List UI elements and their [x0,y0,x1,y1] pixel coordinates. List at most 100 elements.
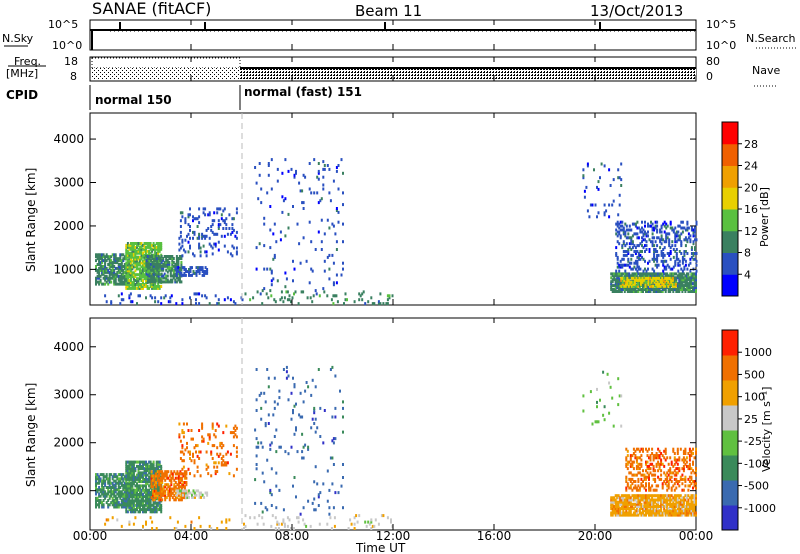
data-cell [140,265,143,269]
data-cell [155,474,158,478]
data-cell [328,512,331,516]
data-cell [143,269,146,273]
data-cell [662,278,665,282]
data-cell [344,298,347,302]
data-cell [689,238,692,242]
data-cell [192,215,194,219]
data-cell [663,220,666,224]
data-cell [686,252,689,255]
data-cell [670,513,673,517]
data-cell [183,476,186,480]
data-cell [178,242,181,246]
data-cell [155,242,158,245]
data-cell [226,450,229,454]
data-cell [260,501,263,505]
data-cell [637,505,640,508]
noise-right-tick-top: 10^5 [706,18,736,31]
data-cell [167,300,170,304]
data-cell [667,469,670,473]
data-cell [132,469,135,473]
data-cell [672,505,675,508]
data-cell [654,505,657,508]
data-cell [142,281,144,285]
data-cell [654,480,657,483]
data-cell [154,258,157,262]
data-cell [690,507,693,511]
data-cell [146,499,149,503]
data-cell [652,467,655,471]
data-cell [640,274,643,278]
data-cell [195,493,198,497]
data-cell [145,486,147,490]
data-cell [198,302,201,306]
data-cell [98,253,101,257]
data-cell [334,406,337,410]
data-cell [157,285,160,288]
data-cell [300,290,303,294]
data-cell [661,511,664,515]
data-cell [314,465,317,469]
data-cell [136,493,138,496]
data-cell [632,276,635,280]
colorbar-cell [722,430,738,456]
data-cell [126,242,129,245]
data-cell [681,500,684,504]
data-cell [610,505,613,508]
data-cell [272,257,275,261]
data-cell [616,290,619,293]
data-cell [173,483,176,487]
data-cell [659,240,662,244]
data-cell [608,215,611,219]
data-cell [681,282,684,286]
data-cell [622,288,625,291]
data-cell [126,460,129,464]
data-cell [631,253,634,257]
data-cell [330,298,333,302]
data-cell [120,524,123,528]
data-cell [626,460,629,464]
data-cell [217,207,220,211]
data-cell [651,272,654,276]
data-cell [232,444,235,448]
data-cell [148,278,151,282]
data-cell [318,522,321,526]
data-cell [117,503,120,507]
data-cell [666,484,669,488]
data-cell [139,493,141,496]
data-cell [125,510,128,514]
data-cell [184,219,187,223]
data-cell [185,481,188,484]
data-cell [132,490,135,494]
data-cell [167,485,170,489]
data-cell [155,472,158,476]
data-cell [659,228,662,232]
data-cell [684,480,687,483]
data-cell [692,513,694,517]
data-cell [148,266,151,270]
data-cell [170,294,173,298]
data-cell [143,508,146,512]
data-cell [164,470,167,474]
data-cell [175,268,178,271]
data-cell [654,488,657,492]
data-cell [129,281,132,285]
data-cell [646,494,649,498]
data-cell [272,413,275,417]
data-cell [122,488,125,492]
data-cell [651,228,654,232]
data-cell [663,265,666,269]
data-cell [136,473,138,477]
data-cell [187,467,190,471]
data-cell [322,482,325,486]
data-cell [282,368,285,371]
data-cell [621,220,624,224]
data-cell [361,292,364,296]
data-cell [119,268,122,272]
data-cell [196,225,199,228]
data-cell [257,441,260,445]
data-cell [131,484,134,488]
data-cell [143,263,146,267]
data-cell [184,268,187,271]
data-cell [292,205,294,208]
data-cell [693,507,696,511]
